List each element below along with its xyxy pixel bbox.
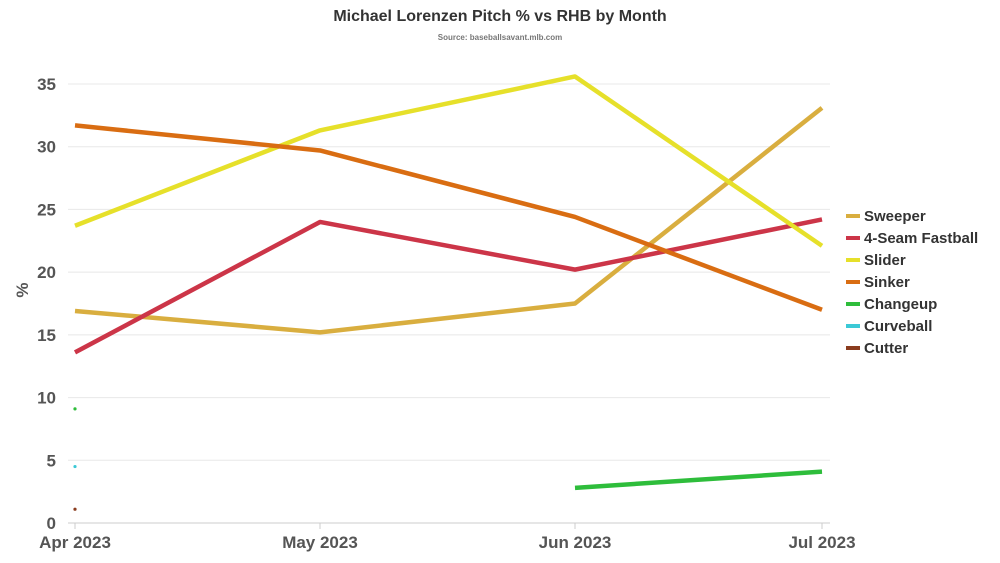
legend-label: Slider bbox=[864, 252, 906, 269]
legend-label: Cutter bbox=[864, 340, 908, 357]
series-line-sweeper bbox=[74, 106, 824, 335]
series-line-sinker bbox=[74, 123, 823, 312]
series-line-4-seam-fastball bbox=[73, 217, 823, 355]
y-tick-label: 30 bbox=[37, 138, 56, 157]
legend-label: Sinker bbox=[864, 274, 910, 291]
x-tick-label: May 2023 bbox=[282, 533, 358, 552]
y-tick-label: 0 bbox=[47, 514, 56, 533]
legend-swatch bbox=[846, 258, 860, 262]
legend-label: Sweeper bbox=[864, 208, 926, 225]
series-line-slider bbox=[74, 74, 824, 248]
x-tick-label: Apr 2023 bbox=[39, 533, 111, 552]
legend-swatch bbox=[846, 302, 860, 306]
x-tick-label: Jun 2023 bbox=[539, 533, 612, 552]
legend-swatch bbox=[846, 324, 860, 328]
legend-swatch bbox=[846, 346, 860, 350]
series-line-changeup bbox=[574, 469, 823, 491]
legend-swatch bbox=[846, 280, 860, 284]
x-tick-label: Jul 2023 bbox=[788, 533, 855, 552]
y-tick-label: 10 bbox=[37, 389, 56, 408]
chart-subtitle: Source: baseballsavant.mlb.com bbox=[437, 33, 563, 42]
y-tick-label: 15 bbox=[37, 326, 56, 345]
data-point-changeup bbox=[73, 407, 77, 411]
y-axis-label: % bbox=[13, 282, 32, 297]
data-point-curveball bbox=[73, 464, 77, 469]
data-point-cutter bbox=[73, 507, 77, 511]
y-tick-label: 35 bbox=[37, 75, 56, 94]
legend-label: Changeup bbox=[864, 296, 937, 313]
legend-label: 4-Seam Fastball bbox=[864, 230, 978, 247]
y-tick-label: 25 bbox=[37, 200, 56, 219]
legend-swatch bbox=[846, 236, 860, 240]
chart-title: Michael Lorenzen Pitch % vs RHB by Month bbox=[333, 8, 667, 25]
legend-swatch bbox=[846, 214, 860, 218]
y-tick-label: 20 bbox=[37, 263, 56, 282]
legend-label: Curveball bbox=[864, 318, 932, 335]
y-tick-label: 5 bbox=[47, 451, 56, 470]
